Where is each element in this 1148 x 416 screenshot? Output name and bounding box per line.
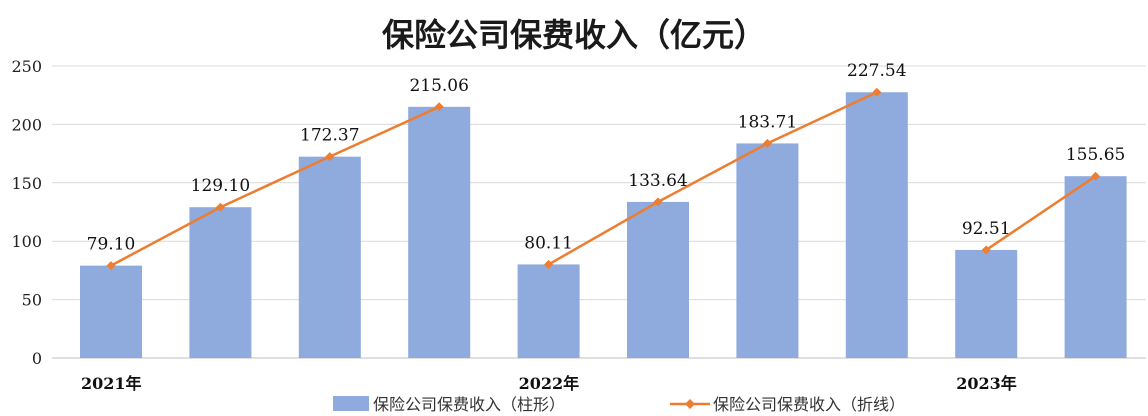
data-label: 80.11 <box>524 233 573 253</box>
bar <box>298 156 361 358</box>
bar <box>627 201 689 358</box>
data-label: 227.54 <box>847 61 906 81</box>
data-label: 183.71 <box>738 112 797 132</box>
line-marker <box>762 138 772 148</box>
y-tick-label: 0 <box>32 349 42 368</box>
legend-line-marker <box>685 399 695 409</box>
bar <box>517 264 580 358</box>
legend-bar-label: 保险公司保费收入（柱形） <box>373 395 565 414</box>
series-line <box>985 175 1097 251</box>
y-tick-label: 250 <box>11 57 42 76</box>
chart-title: 保险公司保费收入（亿元） <box>381 16 766 54</box>
bar <box>736 143 799 358</box>
line-marker <box>215 202 225 212</box>
data-label: 92.51 <box>962 219 1011 239</box>
line-layer <box>106 87 1101 271</box>
line-marker <box>653 197 663 207</box>
bar-layer <box>80 92 1127 358</box>
data-label: 172.37 <box>300 126 359 146</box>
line-marker <box>872 87 882 97</box>
x-group-label: 2021年 <box>81 374 142 393</box>
bar <box>408 106 471 358</box>
bar <box>955 249 1018 358</box>
data-label: 215.06 <box>409 76 468 96</box>
legend-bar-swatch <box>333 396 369 411</box>
bar <box>189 207 252 358</box>
y-tick-label: 200 <box>11 115 42 134</box>
legend: 保险公司保费收入（柱形） 保险公司保费收入（折线） <box>333 395 905 414</box>
line-marker <box>544 259 554 269</box>
x-group-label: 2023年 <box>956 374 1017 393</box>
line-marker <box>1091 171 1101 181</box>
data-label: 79.10 <box>87 235 136 255</box>
y-tick-label: 50 <box>22 291 42 310</box>
line-marker <box>981 245 991 255</box>
series-line <box>110 105 440 267</box>
line-marker <box>325 152 335 162</box>
series-line <box>547 91 878 266</box>
x-group-label: 2022年 <box>519 374 580 393</box>
data-label: 155.65 <box>1066 145 1125 165</box>
line-marker <box>106 261 116 271</box>
label-layer: 79.10 129.10 172.37 215.06 80.11 133.64 183.71… <box>81 61 1125 393</box>
bar <box>845 92 908 358</box>
y-tick-label: 150 <box>11 174 42 193</box>
bar <box>1064 176 1127 358</box>
legend-line-label: 保险公司保费收入（折线） <box>713 395 905 414</box>
y-tick-label: 100 <box>11 232 42 251</box>
bar <box>80 265 142 358</box>
line-marker <box>434 102 444 112</box>
data-label: 133.64 <box>628 171 687 191</box>
data-label: 129.10 <box>191 176 250 196</box>
